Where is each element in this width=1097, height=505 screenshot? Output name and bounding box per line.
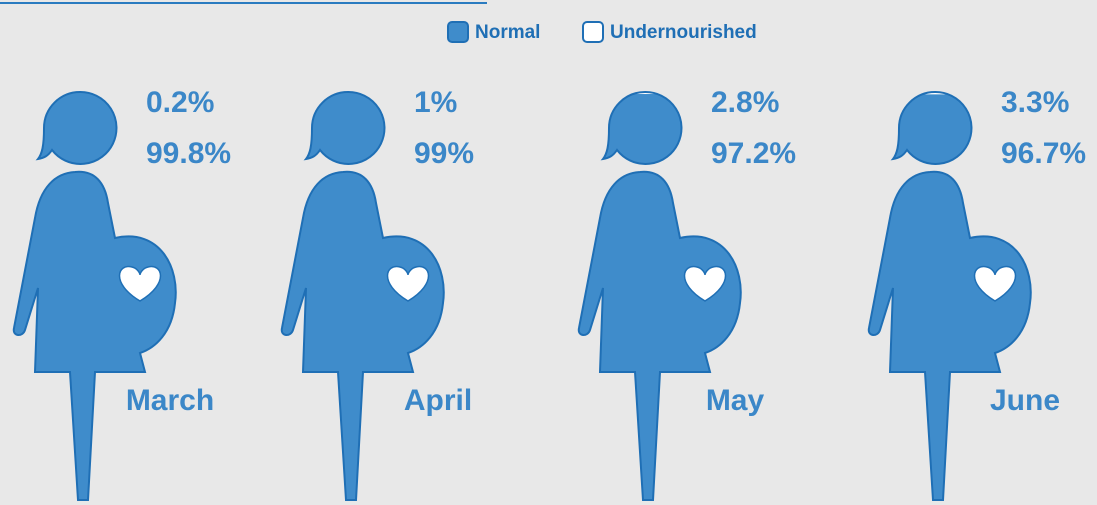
legend-swatch [448,22,468,42]
category-label: June [990,384,1060,417]
value-label: 99% [414,137,474,170]
legend-swatch [583,22,603,42]
category-label: March [126,384,214,417]
legend-label: Undernourished [610,22,757,43]
legend-label: Normal [475,22,540,43]
value-label: 99.8% [146,137,231,170]
value-label: 0.2% [146,86,214,119]
category-label: May [706,384,765,417]
chart: Normal Undernourished 0.2% 99.8% March 1% 99% A… [0,0,1097,505]
value-label: 96.7% [1001,137,1086,170]
value-label: 1% [414,86,457,119]
value-label: 97.2% [711,137,796,170]
category-label: April [404,384,472,417]
value-label: 2.8% [711,86,779,119]
value-label: 3.3% [1001,86,1069,119]
